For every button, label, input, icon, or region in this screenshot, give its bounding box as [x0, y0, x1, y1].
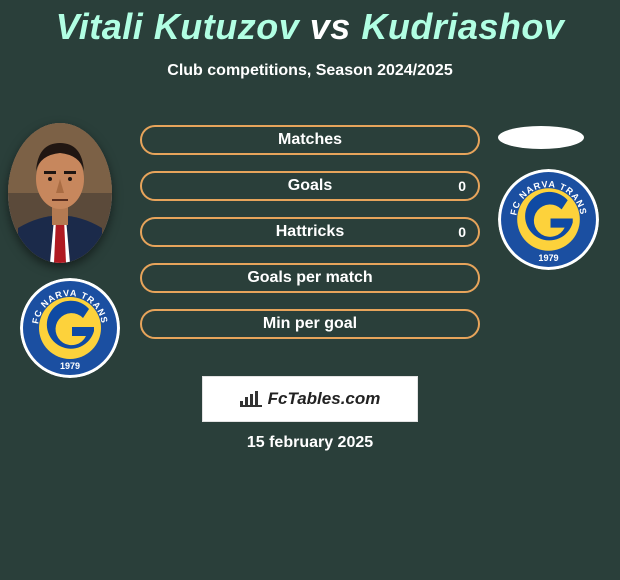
- svg-text:1979: 1979: [538, 253, 558, 263]
- player1-club-badge: FC NARVA TRANS 1979: [20, 278, 120, 378]
- date-caption: 15 february 2025: [0, 434, 620, 452]
- player2-avatar-placeholder: [498, 126, 584, 149]
- stat-row-goals-per-match: Goals per match: [140, 263, 480, 293]
- player1-avatar: [8, 123, 112, 263]
- stat-value-right: 0: [458, 178, 466, 194]
- stat-label: Hattricks: [142, 223, 478, 241]
- fctables-text: FcTables.com: [268, 389, 381, 409]
- stat-row-min-per-goal: Min per goal: [140, 309, 480, 339]
- stat-value-right: 0: [458, 224, 466, 240]
- player2-name: Kudriashov: [361, 6, 564, 47]
- bar-chart-icon: [240, 391, 262, 407]
- stat-label: Min per goal: [142, 315, 478, 333]
- comparison-title: Vitali Kutuzov vs Kudriashov: [0, 6, 620, 48]
- fctables-watermark: FcTables.com: [202, 376, 418, 422]
- player2-club-badge: FC NARVA TRANS 1979: [498, 169, 599, 270]
- stat-label: Goals per match: [142, 269, 478, 287]
- subtitle-caption: Club competitions, Season 2024/2025: [0, 62, 620, 80]
- svg-text:1979: 1979: [60, 361, 80, 371]
- stat-row-hattricks: Hattricks 0: [140, 217, 480, 247]
- stat-label: Matches: [142, 131, 478, 149]
- stat-row-goals: Goals 0: [140, 171, 480, 201]
- player1-name: Vitali Kutuzov: [56, 6, 300, 47]
- vs-text: vs: [310, 6, 351, 47]
- stat-label: Goals: [142, 177, 478, 195]
- stat-row-matches: Matches: [140, 125, 480, 155]
